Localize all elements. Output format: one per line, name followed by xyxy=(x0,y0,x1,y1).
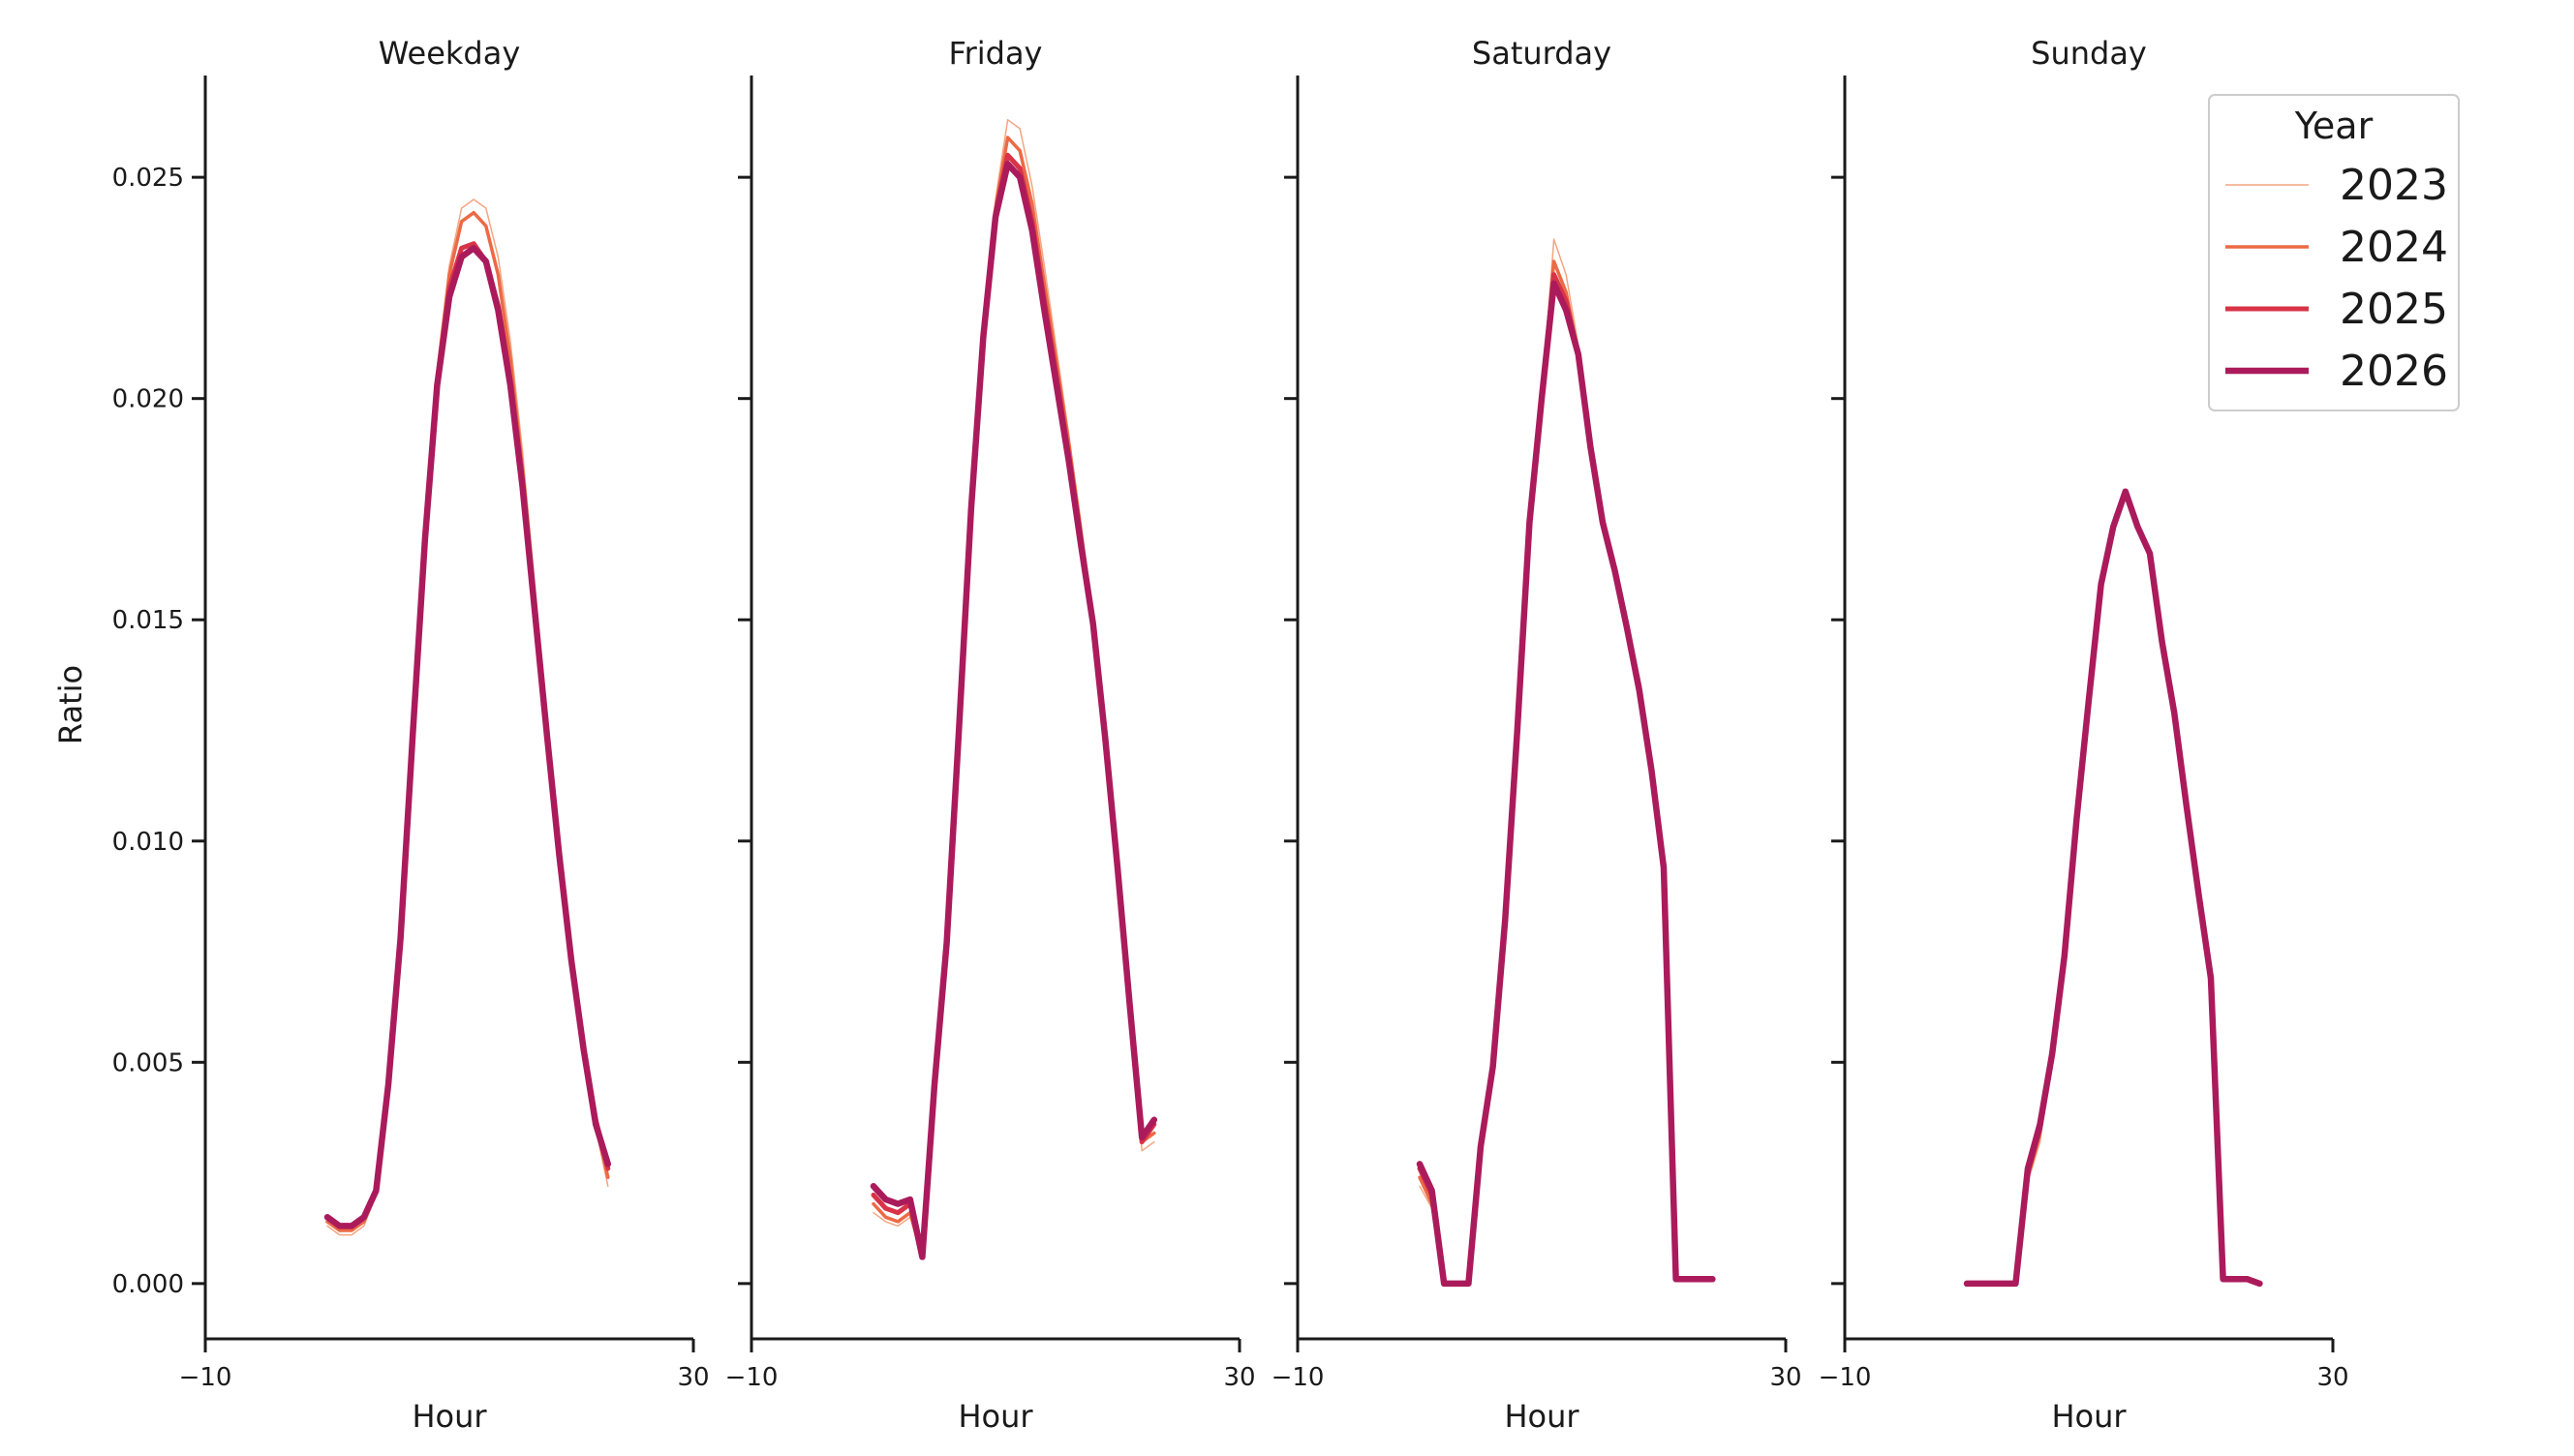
x-tick-label: 30 xyxy=(1769,1363,1801,1392)
x-tick-label: −10 xyxy=(179,1363,232,1392)
legend-label-2024: 2024 xyxy=(2340,223,2448,272)
y-axis-title: Ratio xyxy=(52,665,89,744)
y-tick-label: 0.020 xyxy=(112,385,184,414)
x-axis-title-saturday: Hour xyxy=(1504,1398,1579,1435)
y-tick-label: 0.005 xyxy=(112,1048,184,1077)
y-tick-label: 0.015 xyxy=(112,606,184,635)
x-tick-label: 30 xyxy=(2316,1363,2348,1392)
x-axis-title-weekday: Hour xyxy=(412,1398,487,1435)
panel-title-friday: Friday xyxy=(949,35,1043,72)
series-line-weekday-2026 xyxy=(323,245,612,1229)
series-line-friday-2025 xyxy=(871,152,1157,1259)
series-line-saturday-2026 xyxy=(1416,280,1716,1288)
panel-title-sunday: Sunday xyxy=(2031,35,2147,72)
y-tick-label: 0.025 xyxy=(112,164,184,193)
series-line-friday-2024 xyxy=(872,136,1156,1259)
legend-label-2023: 2023 xyxy=(2340,161,2448,210)
series-line-weekday-2025 xyxy=(324,241,611,1228)
legend-label-2026: 2026 xyxy=(2340,347,2448,396)
x-tick-label: −10 xyxy=(725,1363,779,1392)
series-line-sunday-2026 xyxy=(1963,488,2263,1288)
panel-title-saturday: Saturday xyxy=(1472,35,1611,72)
y-tick-label: 0.000 xyxy=(112,1270,184,1299)
x-axis-title-friday: Hour xyxy=(958,1398,1033,1435)
x-tick-label: 30 xyxy=(677,1363,709,1392)
y-tick-label: 0.010 xyxy=(112,828,184,857)
x-tick-label: 30 xyxy=(1223,1363,1255,1392)
panel-title-weekday: Weekday xyxy=(379,35,521,72)
legend-title: Year xyxy=(2294,105,2374,147)
series-line-weekday-2023 xyxy=(326,198,609,1236)
x-tick-label: −10 xyxy=(1272,1363,1325,1392)
x-tick-label: −10 xyxy=(1819,1363,1872,1392)
legend-box xyxy=(2208,94,2460,411)
series-line-friday-2023 xyxy=(873,118,1155,1259)
legend-label-2025: 2025 xyxy=(2340,285,2448,334)
series-line-friday-2026 xyxy=(870,161,1158,1260)
x-axis-title-sunday: Hour xyxy=(2051,1398,2127,1435)
series-line-weekday-2024 xyxy=(325,210,610,1232)
